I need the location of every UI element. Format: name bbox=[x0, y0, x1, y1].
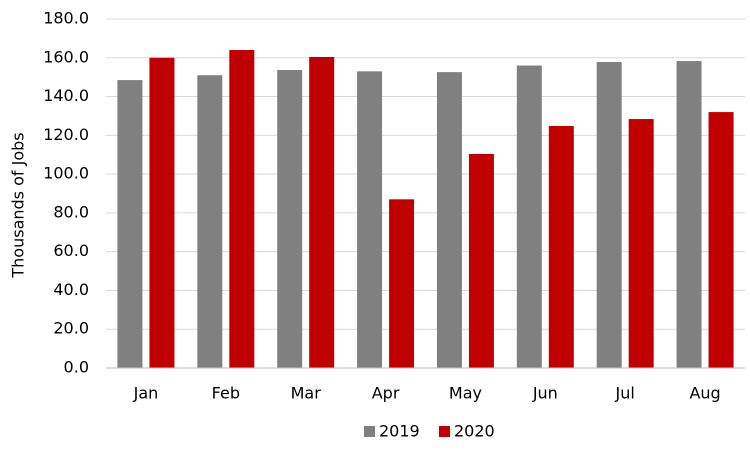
bar bbox=[229, 50, 255, 369]
legend-label: 2020 bbox=[454, 422, 495, 441]
y-tick-label: 60.0 bbox=[53, 241, 89, 260]
y-tick-label: 180.0 bbox=[43, 9, 89, 28]
bar bbox=[436, 72, 462, 369]
x-tick-label: Jun bbox=[532, 384, 558, 403]
x-tick-label: Apr bbox=[372, 384, 400, 403]
y-tick-label: 40.0 bbox=[53, 280, 89, 299]
x-tick-label: May bbox=[449, 384, 482, 403]
bar bbox=[676, 61, 702, 369]
y-tick-label: 100.0 bbox=[43, 164, 89, 183]
bar bbox=[197, 75, 223, 368]
y-tick-label: 0.0 bbox=[64, 358, 89, 377]
bar bbox=[389, 199, 415, 368]
y-tick-label: 120.0 bbox=[43, 125, 89, 144]
x-tick-label: Aug bbox=[689, 384, 720, 403]
y-tick-label: 140.0 bbox=[43, 86, 89, 105]
bar bbox=[708, 112, 734, 368]
x-tick-label: Feb bbox=[212, 384, 240, 403]
x-tick-label: Jul bbox=[615, 384, 635, 403]
y-tick-label: 160.0 bbox=[43, 47, 89, 66]
x-tick-label: Mar bbox=[291, 384, 322, 403]
bar bbox=[357, 71, 383, 368]
legend-swatch bbox=[364, 426, 375, 437]
legend-label: 2019 bbox=[379, 422, 420, 441]
bar bbox=[277, 69, 303, 369]
bar bbox=[516, 65, 542, 369]
bar bbox=[548, 126, 574, 368]
y-tick-label: 20.0 bbox=[53, 319, 89, 338]
bar bbox=[596, 62, 622, 368]
legend-swatch bbox=[439, 426, 450, 437]
bar bbox=[309, 57, 335, 368]
bar bbox=[149, 57, 175, 369]
y-tick-label: 80.0 bbox=[53, 202, 89, 221]
y-axis-title: Thousands of Jobs bbox=[9, 132, 28, 278]
bar bbox=[468, 153, 494, 368]
bar bbox=[628, 119, 654, 369]
bar bbox=[117, 80, 143, 368]
x-tick-label: Jan bbox=[133, 384, 159, 403]
